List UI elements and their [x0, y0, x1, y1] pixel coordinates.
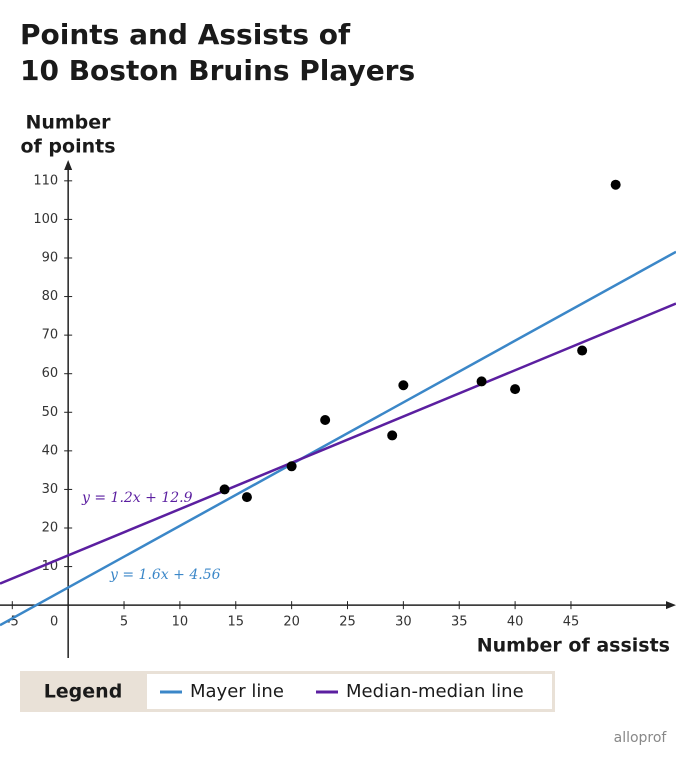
y-tick-label: 20: [42, 521, 59, 536]
line-equation: y = 1.6x + 4.56: [109, 567, 221, 583]
x-tick-label: 45: [563, 615, 580, 630]
legend-label: Mayer line: [190, 681, 284, 702]
x-tick-label: 40: [507, 615, 524, 630]
x-tick-label: 25: [339, 615, 356, 630]
point: [510, 384, 521, 395]
x-axis-arrow: [666, 601, 676, 610]
point: [577, 345, 588, 356]
x-tick-label: 20: [283, 615, 300, 630]
chart-title: 10 Boston Bruins Players: [20, 54, 415, 87]
y-tick-label: 90: [42, 250, 59, 265]
point: [387, 430, 398, 441]
legend-label: Median-median line: [346, 681, 524, 702]
legend-title: Legend: [44, 681, 123, 703]
x-tick-label: 35: [451, 615, 468, 630]
point: [241, 492, 252, 503]
y-tick-label: 10: [42, 559, 59, 574]
point: [476, 376, 487, 387]
x-tick-label: 10: [172, 615, 189, 630]
point: [320, 414, 331, 425]
x-tick-label: 5: [120, 615, 128, 630]
y-tick-label: 50: [42, 405, 59, 420]
legend-inner: [147, 674, 552, 709]
y-tick-label: 60: [42, 366, 59, 381]
y-tick-label: 70: [42, 328, 59, 343]
fit-line: [0, 250, 676, 627]
x-tick-label: -5: [6, 615, 19, 630]
x-tick-label: 30: [395, 615, 412, 630]
y-axis-label: of points: [20, 136, 115, 158]
point: [398, 380, 409, 391]
y-tick-label: 80: [42, 289, 59, 304]
lines: [0, 250, 676, 627]
y-axis-label: Number: [25, 112, 111, 134]
y-axis-arrow: [64, 160, 73, 170]
chart-title: Points and Assists of: [20, 18, 351, 51]
x-tick-label: 0: [50, 615, 58, 630]
y-tick-label: 40: [42, 443, 59, 458]
line-equation: y = 1.2x + 12.9: [81, 490, 193, 506]
point: [219, 484, 230, 495]
point: [610, 179, 621, 190]
x-tick-label: 15: [227, 615, 244, 630]
y-tick-label: 30: [42, 482, 59, 497]
y-tick-label: 110: [33, 173, 58, 188]
y-tick-label: 100: [33, 212, 58, 227]
x-axis-label: Number of assists: [477, 635, 670, 657]
watermark: alloprof: [614, 730, 668, 746]
point: [286, 461, 297, 472]
fit-line: [0, 302, 676, 585]
